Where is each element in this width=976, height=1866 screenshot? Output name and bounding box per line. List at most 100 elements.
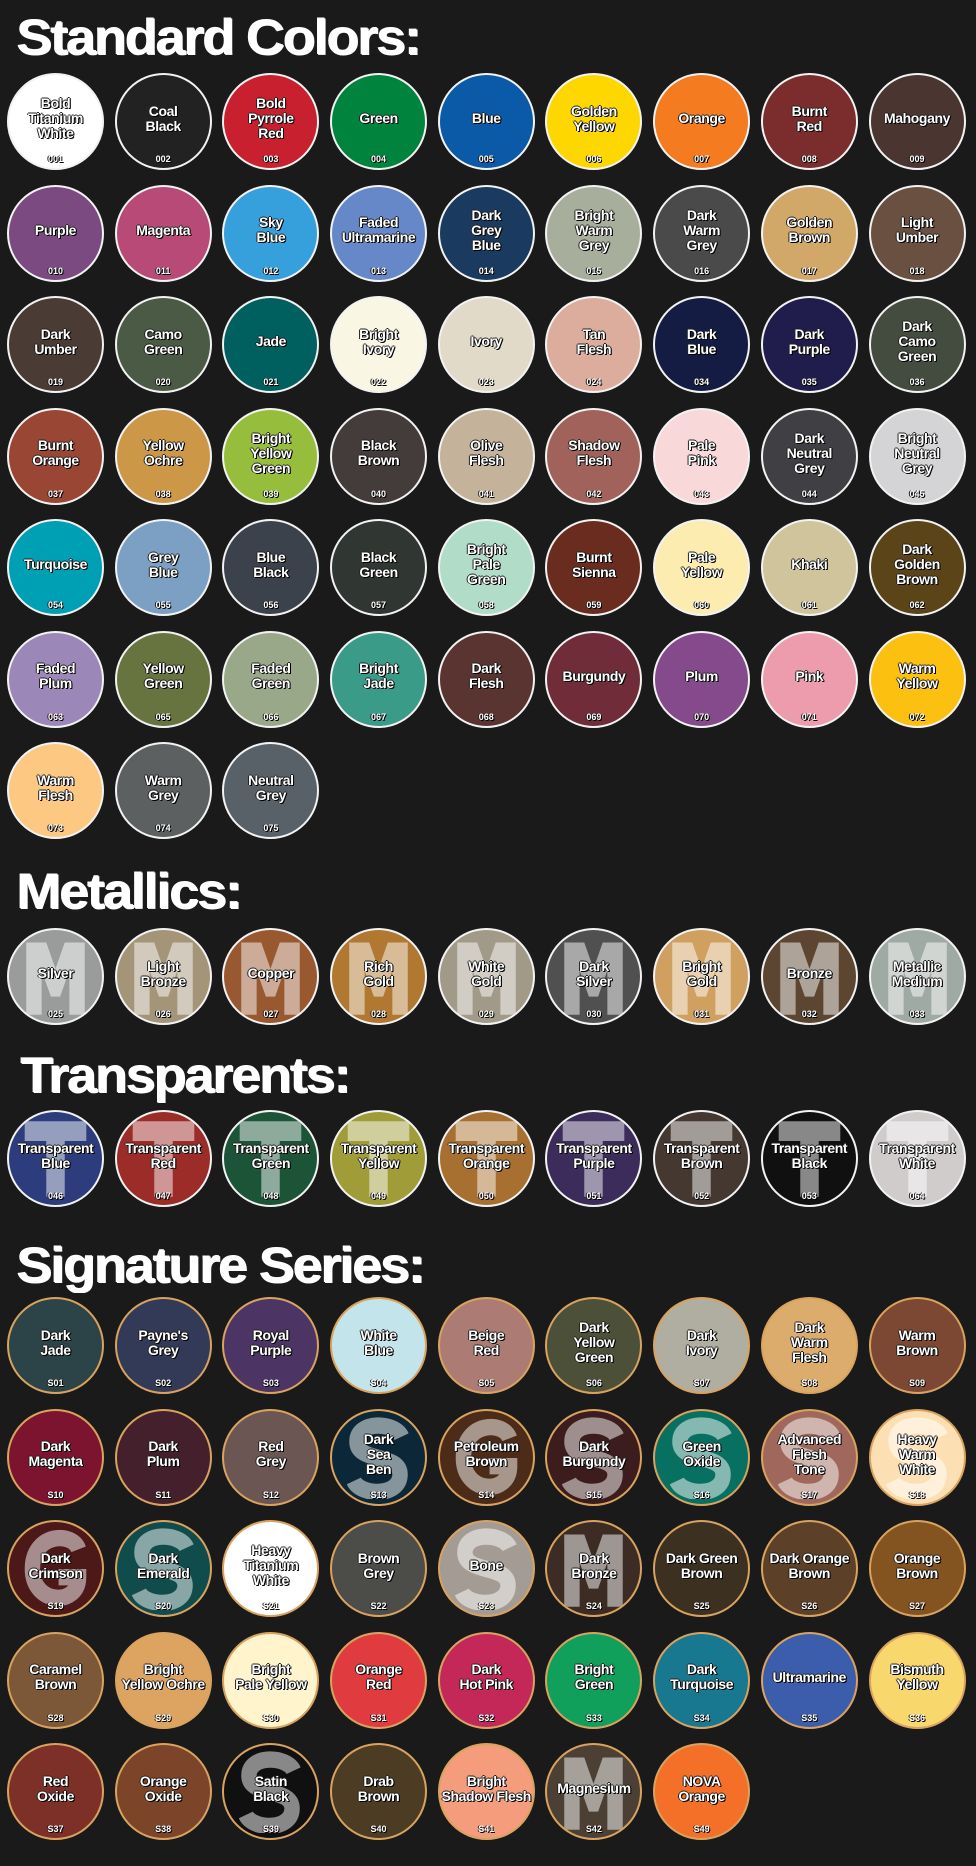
color-swatch-004[interactable]: Green 004 [330,73,428,170]
color-swatch-026[interactable]: Light Bronze 026 [114,928,212,1025]
color-swatch-s14[interactable]: Petroleum Brown S14 [437,1408,535,1506]
color-swatch-s11[interactable]: Dark Plum S11 [114,1408,212,1506]
color-swatch-s30[interactable]: Bright Pale Yellow S30 [222,1631,320,1729]
color-swatch-035[interactable]: Dark Purple 035 [760,296,858,393]
color-swatch-s04[interactable]: White Blue S04 [330,1297,428,1394]
color-swatch-046[interactable]: Transparent Blue 046 [7,1110,104,1207]
color-swatch-047[interactable]: Transparent Red 047 [114,1110,212,1207]
color-swatch-s20[interactable]: Dark Emerald S20 [114,1520,212,1617]
color-swatch-069[interactable]: Burgundy 069 [545,630,643,728]
color-swatch-s41[interactable]: Bright Shadow Flesh S41 [437,1743,535,1840]
color-swatch-032[interactable]: Bronze 032 [760,928,858,1025]
color-swatch-028[interactable]: Rich Gold 028 [330,928,428,1025]
color-swatch-010[interactable]: Purple 010 [7,184,104,282]
color-swatch-014[interactable]: Dark Grey Blue 014 [437,184,535,282]
color-swatch-013[interactable]: Faded Ultramarine 013 [330,184,428,282]
color-swatch-031[interactable]: Bright Gold 031 [653,928,751,1025]
color-swatch-s12[interactable]: Red Grey S12 [222,1408,320,1506]
color-swatch-s08[interactable]: Dark Warm Flesh S08 [760,1297,858,1394]
color-swatch-s33[interactable]: Bright Green S33 [545,1631,643,1729]
color-swatch-003[interactable]: Bold Pyrrole Red 003 [222,73,320,170]
color-swatch-050[interactable]: Transparent Orange 050 [437,1110,535,1207]
color-swatch-s38[interactable]: Orange Oxide S38 [114,1743,212,1840]
color-swatch-009[interactable]: Mahogany 009 [868,73,966,170]
color-swatch-066[interactable]: Faded Green 066 [222,630,320,728]
color-swatch-056[interactable]: Blue Black 056 [222,519,320,616]
color-swatch-020[interactable]: Camo Green 020 [114,296,212,393]
color-swatch-052[interactable]: Transparent Brown 052 [653,1110,751,1207]
color-swatch-067[interactable]: Bright Jade 067 [330,630,428,728]
color-swatch-s03[interactable]: Royal Purple S03 [222,1297,320,1394]
color-swatch-s02[interactable]: Payne's Grey S02 [114,1297,212,1394]
color-swatch-s01[interactable]: Dark Jade S01 [7,1297,104,1394]
color-swatch-s22[interactable]: Brown Grey S22 [330,1520,428,1617]
color-swatch-062[interactable]: Dark Golden Brown 062 [868,519,966,616]
color-swatch-063[interactable]: Faded Plum 063 [7,630,104,728]
color-swatch-s16[interactable]: Green Oxide S16 [653,1408,751,1506]
color-swatch-s34[interactable]: Dark Turquoise S34 [653,1631,751,1729]
color-swatch-051[interactable]: Transparent Purple 051 [545,1110,643,1207]
color-swatch-072[interactable]: Warm Yellow 072 [868,630,966,728]
color-swatch-s17[interactable]: Advanced Flesh Tone S17 [760,1408,858,1506]
color-swatch-s18[interactable]: Heavy Warm White S18 [868,1408,966,1506]
color-swatch-057[interactable]: Black Green 057 [330,519,428,616]
color-swatch-059[interactable]: Burnt Sienna 059 [545,519,643,616]
color-swatch-043[interactable]: Pale Pink 043 [653,407,751,505]
color-swatch-027[interactable]: Copper 027 [222,928,320,1025]
color-swatch-058[interactable]: Bright Pale Green 058 [437,519,535,616]
color-swatch-065[interactable]: Yellow Green 065 [114,630,212,728]
color-swatch-040[interactable]: Black Brown 040 [330,407,428,505]
color-swatch-s36[interactable]: Bismuth Yellow S36 [868,1631,966,1729]
color-swatch-s39[interactable]: Satin Black S39 [222,1743,320,1840]
color-swatch-s21[interactable]: Heavy Titanium White S21 [222,1520,320,1617]
color-swatch-039[interactable]: Bright Yellow Green 039 [222,407,320,505]
color-swatch-s35[interactable]: Ultramarine S35 [760,1631,858,1729]
color-swatch-s24[interactable]: Dark Bronze S24 [545,1520,643,1617]
color-swatch-023[interactable]: Ivory 023 [437,296,535,393]
color-swatch-045[interactable]: Bright Neutral Grey 045 [868,407,966,505]
color-swatch-033[interactable]: Metallic Medium 033 [868,928,966,1025]
color-swatch-s37[interactable]: Red Oxide S37 [7,1743,104,1840]
color-swatch-060[interactable]: Pale Yellow 060 [653,519,751,616]
color-swatch-s31[interactable]: Orange Red S31 [330,1631,428,1729]
color-swatch-s49[interactable]: NOVA Orange S49 [653,1743,751,1840]
color-swatch-030[interactable]: Dark Silver 030 [545,928,643,1025]
color-swatch-024[interactable]: Tan Flesh 024 [545,296,643,393]
color-swatch-041[interactable]: Olive Flesh 041 [437,407,535,505]
color-swatch-s06[interactable]: Dark Yellow Green S06 [545,1297,643,1394]
color-swatch-071[interactable]: Pink 071 [760,630,858,728]
color-swatch-075[interactable]: Neutral Grey 075 [222,742,320,839]
color-swatch-073[interactable]: Warm Flesh 073 [7,742,104,839]
color-swatch-s10[interactable]: Dark Magenta S10 [7,1408,104,1506]
color-swatch-s27[interactable]: Orange Brown S27 [868,1520,966,1617]
color-swatch-048[interactable]: Transparent Green 048 [222,1110,320,1207]
color-swatch-061[interactable]: Khaki 061 [760,519,858,616]
color-swatch-s15[interactable]: Dark Burgundy S15 [545,1408,643,1506]
color-swatch-036[interactable]: Dark Camo Green 036 [868,296,966,393]
color-swatch-054[interactable]: Turquoise 054 [7,519,104,616]
color-swatch-017[interactable]: Golden Brown 017 [760,184,858,282]
color-swatch-074[interactable]: Warm Grey 074 [114,742,212,839]
color-swatch-s25[interactable]: Dark Green Brown S25 [653,1520,751,1617]
color-swatch-042[interactable]: Shadow Flesh 042 [545,407,643,505]
color-swatch-064[interactable]: Transparent White 064 [868,1110,966,1207]
color-swatch-s07[interactable]: Dark Ivory S07 [653,1297,751,1394]
color-swatch-029[interactable]: White Gold 029 [437,928,535,1025]
color-swatch-038[interactable]: Yellow Ochre 038 [114,407,212,505]
color-swatch-022[interactable]: Bright Ivory 022 [330,296,428,393]
color-swatch-s29[interactable]: Bright Yellow Ochre S29 [114,1631,212,1729]
color-swatch-005[interactable]: Blue 005 [437,73,535,170]
color-swatch-s28[interactable]: Caramel Brown S28 [7,1631,104,1729]
color-swatch-070[interactable]: Plum 070 [653,630,751,728]
color-swatch-037[interactable]: Burnt Orange 037 [7,407,104,505]
color-swatch-044[interactable]: Dark Neutral Grey 044 [760,407,858,505]
color-swatch-021[interactable]: Jade 021 [222,296,320,393]
color-swatch-012[interactable]: Sky Blue 012 [222,184,320,282]
color-swatch-025[interactable]: Silver 025 [7,928,104,1025]
color-swatch-001[interactable]: Bold Titanium White 001 [7,73,104,170]
color-swatch-068[interactable]: Dark Flesh 068 [437,630,535,728]
color-swatch-006[interactable]: Golden Yellow 006 [545,73,643,170]
color-swatch-s05[interactable]: Beige Red S05 [437,1297,535,1394]
color-swatch-034[interactable]: Dark Blue 034 [653,296,751,393]
color-swatch-011[interactable]: Magenta 011 [114,184,212,282]
